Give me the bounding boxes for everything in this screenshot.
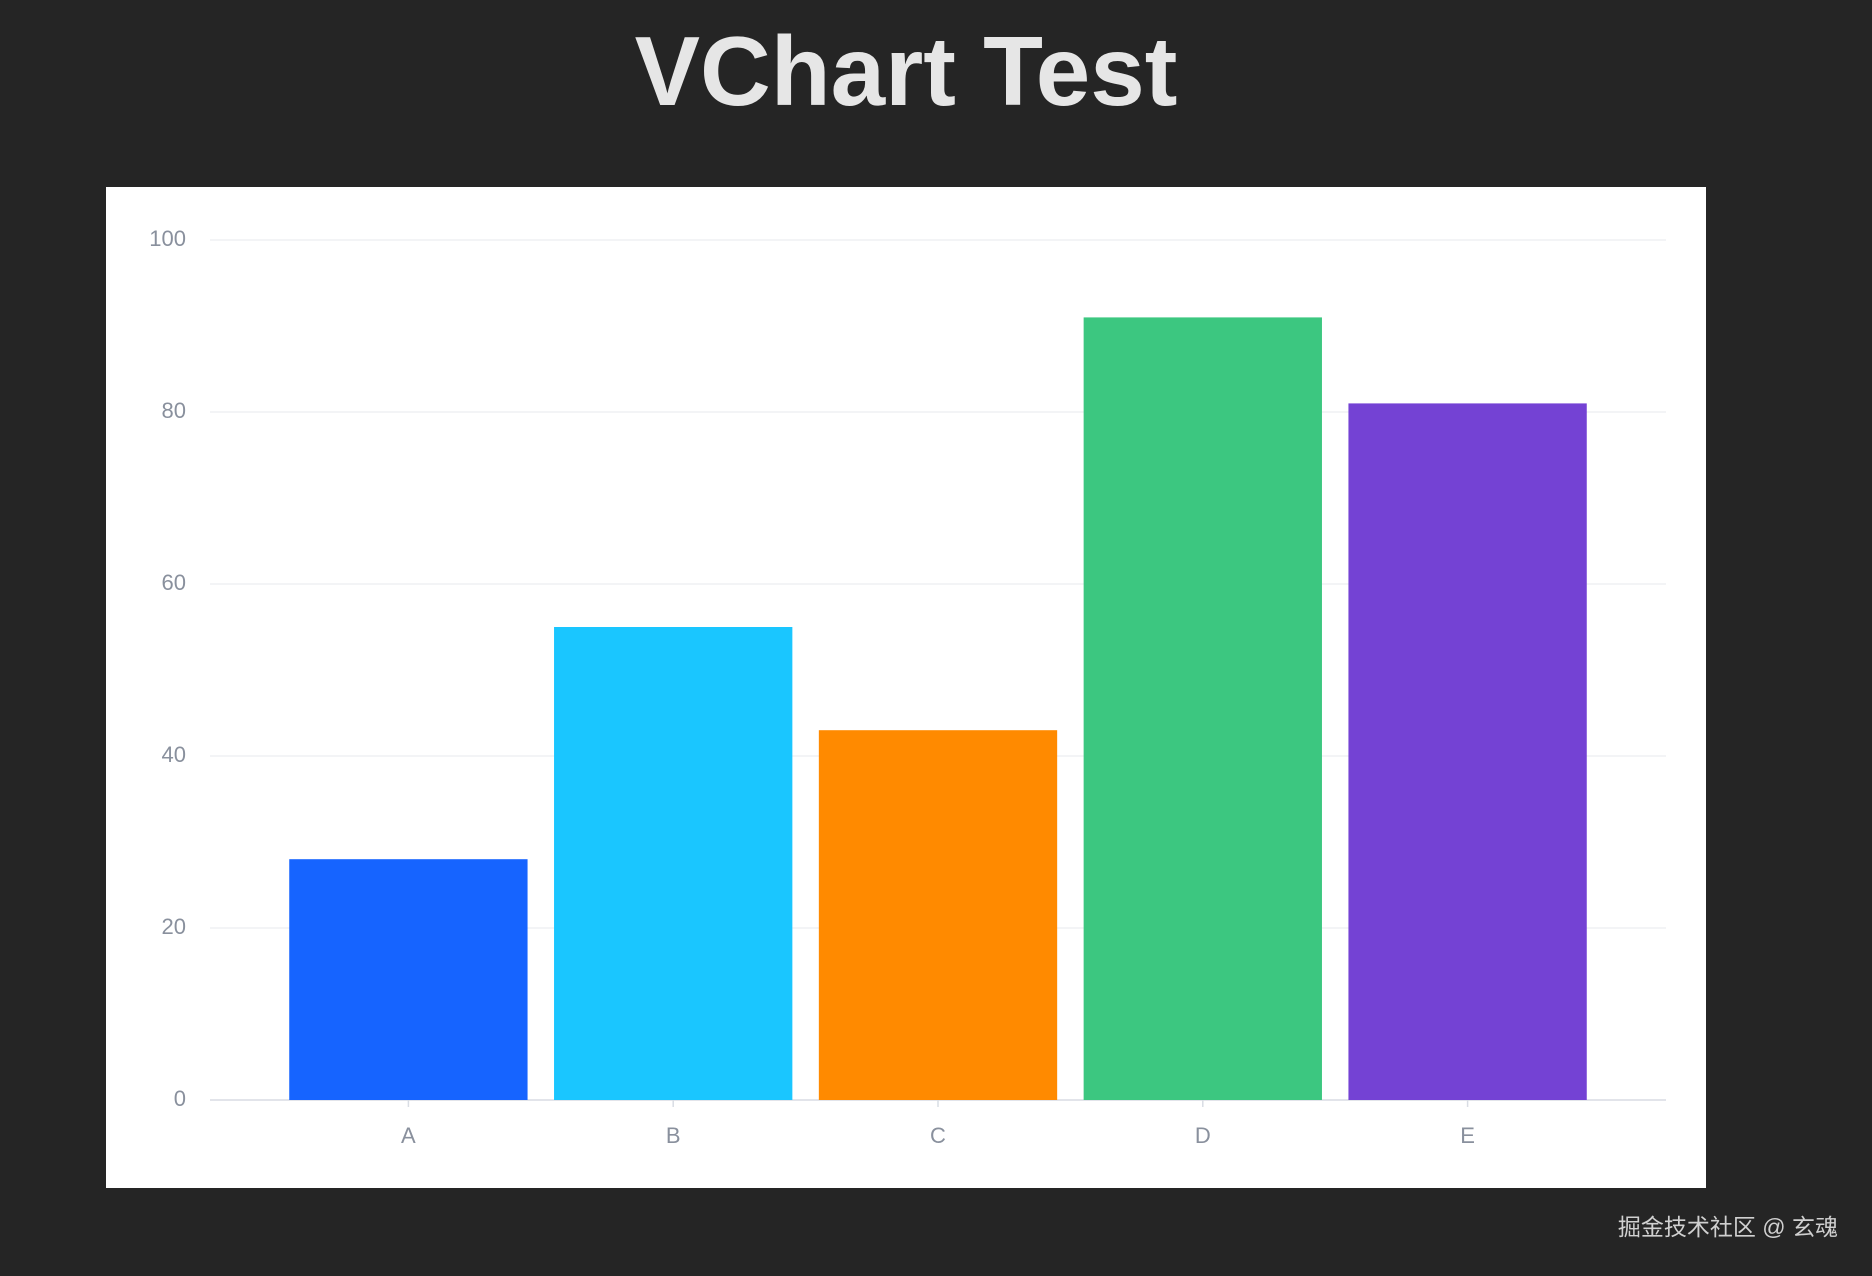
watermark: 掘金技术社区 @ 玄魂	[1618, 1214, 1838, 1240]
x-tick-label: C	[930, 1123, 946, 1148]
y-tick-label: 0	[174, 1086, 186, 1111]
y-tick-label: 20	[162, 914, 186, 939]
y-tick-label: 60	[162, 570, 186, 595]
y-tick-label: 80	[162, 398, 186, 423]
y-tick-label: 100	[149, 226, 186, 251]
page-title: VChart Test	[635, 16, 1178, 126]
bar	[1348, 403, 1587, 1100]
bar	[1083, 317, 1322, 1100]
y-tick-label: 40	[162, 742, 186, 767]
bar	[818, 730, 1058, 1100]
bar	[554, 627, 793, 1100]
x-tick-label: B	[666, 1123, 681, 1148]
x-tick-label: A	[401, 1123, 416, 1148]
x-tick-label: D	[1195, 1123, 1211, 1148]
bar	[289, 859, 528, 1100]
x-tick-label: E	[1460, 1123, 1475, 1148]
